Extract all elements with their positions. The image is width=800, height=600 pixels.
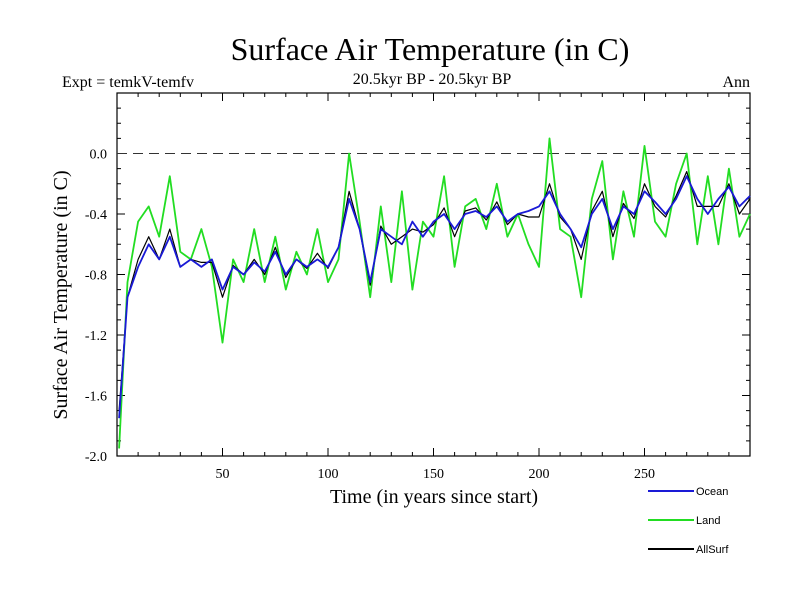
plot-frame (116, 92, 751, 457)
legend: Ocean Land AllSurf (648, 486, 729, 556)
y-tick-label: -1.6 (85, 390, 107, 405)
x-tick-label: 150 (423, 467, 444, 482)
x-tick-label: 50 (216, 467, 230, 482)
series-line-ocean (118, 175, 751, 419)
legend-label-land: Land (696, 515, 720, 527)
period-label: 20.5kyr BP - 20.5kyr BP (353, 71, 512, 88)
y-tick-label: -2.0 (85, 450, 107, 465)
tick-group: 50 100 150 200 250 -2.0 -1.6 -1.2 -0.8 -0.4 0.0 (85, 92, 750, 482)
y-tick-label: -0.4 (85, 208, 107, 223)
series-line-land (118, 137, 751, 449)
x-tick-label: 100 (318, 467, 339, 482)
y-tick-label: -0.8 (85, 269, 107, 284)
series-group (118, 137, 751, 449)
y-axis-label: Surface Air Temperature (in C) (50, 170, 72, 419)
season-label: Ann (722, 74, 750, 91)
x-tick-label: 250 (634, 467, 655, 482)
series-line-allsurf (118, 171, 751, 411)
x-tick-label: 200 (529, 467, 550, 482)
y-tick-label: -1.2 (85, 329, 107, 344)
legend-label-ocean: Ocean (696, 486, 728, 498)
legend-label-allsurf: AllSurf (696, 544, 729, 556)
chart-title: Surface Air Temperature (in C) (231, 31, 630, 67)
x-axis-label: Time (in years since start) (330, 486, 538, 508)
y-tick-label: 0.0 (90, 148, 108, 163)
experiment-label: Expt = temkV-temfv (62, 74, 194, 91)
